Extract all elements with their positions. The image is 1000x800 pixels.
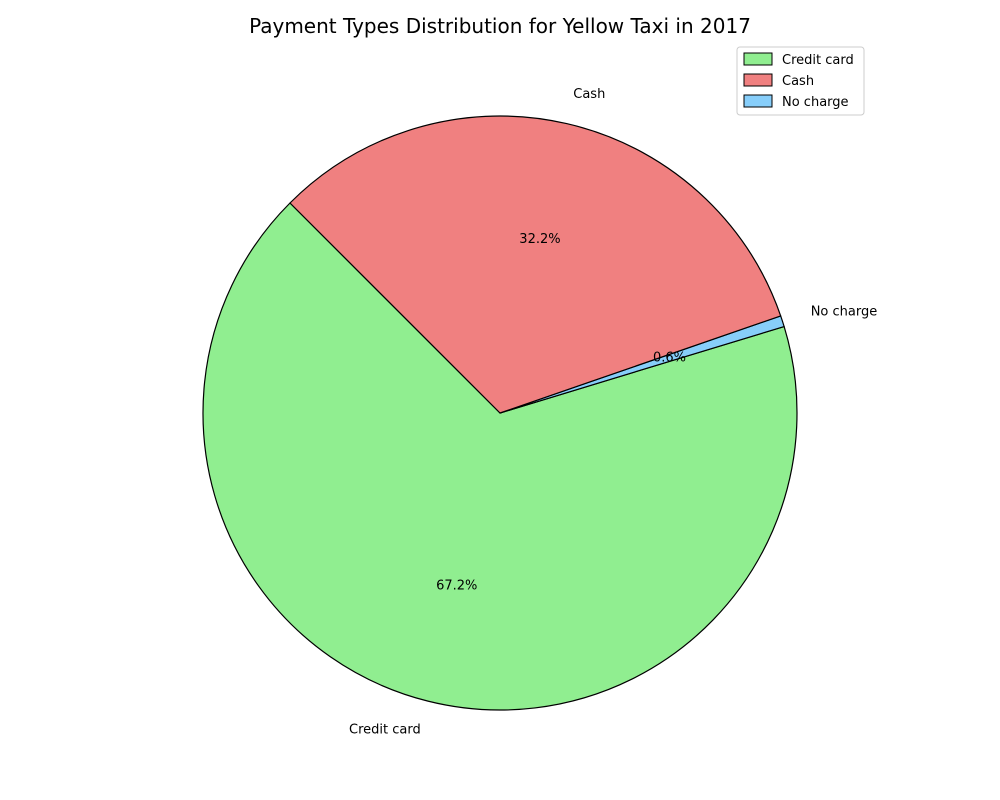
percent-labels: 67.2% 0.6% 32.2% xyxy=(436,232,686,594)
legend-swatch-no-charge xyxy=(743,94,773,108)
percent-label-cash: 32.2% xyxy=(519,232,560,247)
pie-slice-credit-card xyxy=(202,202,798,711)
percent-label-credit-card: 67.2% xyxy=(436,578,477,593)
legend: Credit card Cash No charge xyxy=(736,46,865,116)
legend-swatch-credit-card xyxy=(743,52,773,66)
slice-label-cash: Cash xyxy=(573,87,605,102)
slice-label-credit-card: Credit card xyxy=(349,722,421,737)
legend-label-no-charge: No charge xyxy=(782,95,849,110)
legend-label-cash: Cash xyxy=(782,74,814,89)
percent-label-no-charge: 0.6% xyxy=(653,350,686,365)
legend-label-credit-card: Credit card xyxy=(782,53,854,68)
chart-title: Payment Types Distribution for Yellow Ta… xyxy=(249,14,751,38)
pie-slices xyxy=(202,115,798,711)
slice-label-no-charge: No charge xyxy=(811,305,878,320)
legend-swatch-cash xyxy=(743,73,773,87)
slice-labels: Credit card No charge Cash xyxy=(349,87,877,737)
pie-slice-cash xyxy=(289,115,782,414)
